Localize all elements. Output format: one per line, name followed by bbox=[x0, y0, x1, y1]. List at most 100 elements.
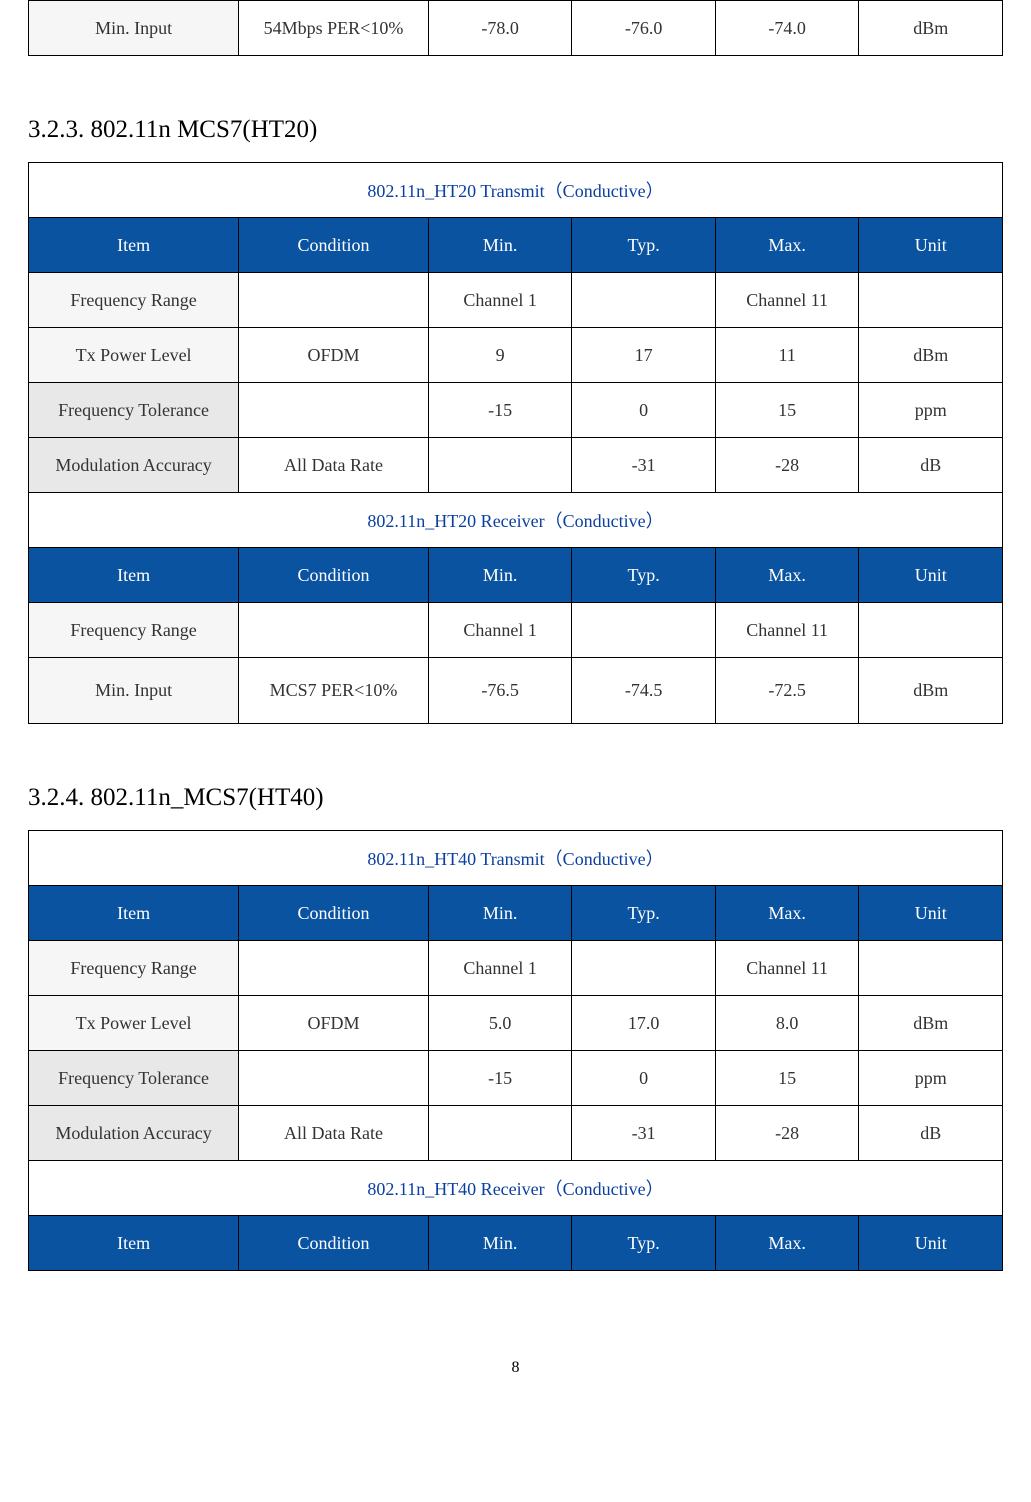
cell-min bbox=[428, 1106, 572, 1161]
cell-unit: ppm bbox=[859, 1051, 1003, 1106]
cell-typ: -74.5 bbox=[572, 658, 716, 724]
cell-min: -15 bbox=[428, 1051, 572, 1106]
col-header-max: Max. bbox=[715, 886, 859, 941]
cell-min: 5.0 bbox=[428, 996, 572, 1051]
col-header-unit: Unit bbox=[859, 886, 1003, 941]
rx-title: 802.11n_HT20 Receiver（Conductive） bbox=[29, 493, 1003, 548]
cell-unit: ppm bbox=[859, 383, 1003, 438]
table-row: Tx Power Level OFDM 5.0 17.0 8.0 dBm bbox=[29, 996, 1003, 1051]
cell-cond bbox=[239, 273, 429, 328]
cell-min: Channel 1 bbox=[428, 603, 572, 658]
cell-unit bbox=[859, 941, 1003, 996]
cell-unit bbox=[859, 603, 1003, 658]
col-header-max: Max. bbox=[715, 218, 859, 273]
col-header-typ: Typ. bbox=[572, 1216, 716, 1271]
col-header-max: Max. bbox=[715, 1216, 859, 1271]
table-row: Min. Input MCS7 PER<10% -76.5 -74.5 -72.… bbox=[29, 658, 1003, 724]
cell-typ: 17 bbox=[572, 328, 716, 383]
cell-unit: dB bbox=[859, 1106, 1003, 1161]
header-row: Item Condition Min. Typ. Max. Unit bbox=[29, 1216, 1003, 1271]
cell-min: -15 bbox=[428, 383, 572, 438]
section-heading-324: 3.2.4. 802.11n_MCS7(HT40) bbox=[28, 784, 1003, 812]
col-header-max: Max. bbox=[715, 548, 859, 603]
cell-typ: -76.0 bbox=[572, 1, 716, 56]
header-row: Item Condition Min. Typ. Max. Unit bbox=[29, 886, 1003, 941]
cell-typ: 0 bbox=[572, 1051, 716, 1106]
col-header-item: Item bbox=[29, 218, 239, 273]
col-header-item: Item bbox=[29, 886, 239, 941]
cell-cond: OFDM bbox=[239, 996, 429, 1051]
table-row: Min. Input 54Mbps PER<10% -78.0 -76.0 -7… bbox=[29, 1, 1003, 56]
col-header-cond: Condition bbox=[239, 886, 429, 941]
cell-unit: dBm bbox=[859, 328, 1003, 383]
cell-max: 8.0 bbox=[715, 996, 859, 1051]
cell-typ bbox=[572, 603, 716, 658]
cell-typ: 17.0 bbox=[572, 996, 716, 1051]
cell-unit: dBm bbox=[859, 658, 1003, 724]
cell-item: Tx Power Level bbox=[29, 996, 239, 1051]
col-header-cond: Condition bbox=[239, 1216, 429, 1271]
cell-cond bbox=[239, 1051, 429, 1106]
cell-typ bbox=[572, 941, 716, 996]
col-header-cond: Condition bbox=[239, 218, 429, 273]
cell-cond bbox=[239, 941, 429, 996]
cell-item: Frequency Tolerance bbox=[29, 383, 239, 438]
cell-unit: dBm bbox=[859, 1, 1003, 56]
col-header-unit: Unit bbox=[859, 218, 1003, 273]
col-header-item: Item bbox=[29, 548, 239, 603]
cell-typ: -31 bbox=[572, 1106, 716, 1161]
cell-unit bbox=[859, 273, 1003, 328]
table-row: Frequency Range Channel 1 Channel 11 bbox=[29, 941, 1003, 996]
page-number: 8 bbox=[28, 1359, 1003, 1377]
cell-unit: dBm bbox=[859, 996, 1003, 1051]
table-row: Modulation Accuracy All Data Rate -31 -2… bbox=[29, 1106, 1003, 1161]
table-row: Frequency Range Channel 1 Channel 11 bbox=[29, 273, 1003, 328]
cell-item: Tx Power Level bbox=[29, 328, 239, 383]
cell-item: Frequency Range bbox=[29, 603, 239, 658]
cell-max: 11 bbox=[715, 328, 859, 383]
col-header-min: Min. bbox=[428, 548, 572, 603]
col-header-unit: Unit bbox=[859, 548, 1003, 603]
cell-max: Channel 11 bbox=[715, 941, 859, 996]
col-header-cond: Condition bbox=[239, 548, 429, 603]
cell-max: -28 bbox=[715, 1106, 859, 1161]
cell-min bbox=[428, 438, 572, 493]
cell-unit: dB bbox=[859, 438, 1003, 493]
cell-max: -74.0 bbox=[715, 1, 859, 56]
table-row: Frequency Tolerance -15 0 15 ppm bbox=[29, 383, 1003, 438]
col-header-typ: Typ. bbox=[572, 548, 716, 603]
section-heading-323: 3.2.3. 802.11n MCS7(HT20) bbox=[28, 116, 1003, 144]
header-row: Item Condition Min. Typ. Max. Unit bbox=[29, 218, 1003, 273]
cell-cond bbox=[239, 603, 429, 658]
cell-item: Min. Input bbox=[29, 658, 239, 724]
tx-title-row: 802.11n_HT40 Transmit（Conductive） bbox=[29, 831, 1003, 886]
cell-cond bbox=[239, 383, 429, 438]
col-header-unit: Unit bbox=[859, 1216, 1003, 1271]
cell-max: 15 bbox=[715, 1051, 859, 1106]
col-header-min: Min. bbox=[428, 886, 572, 941]
header-row: Item Condition Min. Typ. Max. Unit bbox=[29, 548, 1003, 603]
cell-item: Frequency Tolerance bbox=[29, 1051, 239, 1106]
col-header-typ: Typ. bbox=[572, 218, 716, 273]
table-row: Frequency Tolerance -15 0 15 ppm bbox=[29, 1051, 1003, 1106]
cell-min: Channel 1 bbox=[428, 273, 572, 328]
cell-item: Frequency Range bbox=[29, 273, 239, 328]
tx-title: 802.11n_HT40 Transmit（Conductive） bbox=[29, 831, 1003, 886]
cell-min: Channel 1 bbox=[428, 941, 572, 996]
cell-item: Min. Input bbox=[29, 1, 239, 56]
col-header-item: Item bbox=[29, 1216, 239, 1271]
cell-cond: OFDM bbox=[239, 328, 429, 383]
cell-cond: All Data Rate bbox=[239, 1106, 429, 1161]
cell-max: -28 bbox=[715, 438, 859, 493]
cell-max: Channel 11 bbox=[715, 603, 859, 658]
rx-title-row: 802.11n_HT20 Receiver（Conductive） bbox=[29, 493, 1003, 548]
cell-item: Modulation Accuracy bbox=[29, 1106, 239, 1161]
col-header-min: Min. bbox=[428, 218, 572, 273]
col-header-min: Min. bbox=[428, 1216, 572, 1271]
cell-item: Modulation Accuracy bbox=[29, 438, 239, 493]
table-row: Frequency Range Channel 1 Channel 11 bbox=[29, 603, 1003, 658]
table-row: Modulation Accuracy All Data Rate -31 -2… bbox=[29, 438, 1003, 493]
table-row: Tx Power Level OFDM 9 17 11 dBm bbox=[29, 328, 1003, 383]
cell-min: -78.0 bbox=[428, 1, 572, 56]
rx-title: 802.11n_HT40 Receiver（Conductive） bbox=[29, 1161, 1003, 1216]
